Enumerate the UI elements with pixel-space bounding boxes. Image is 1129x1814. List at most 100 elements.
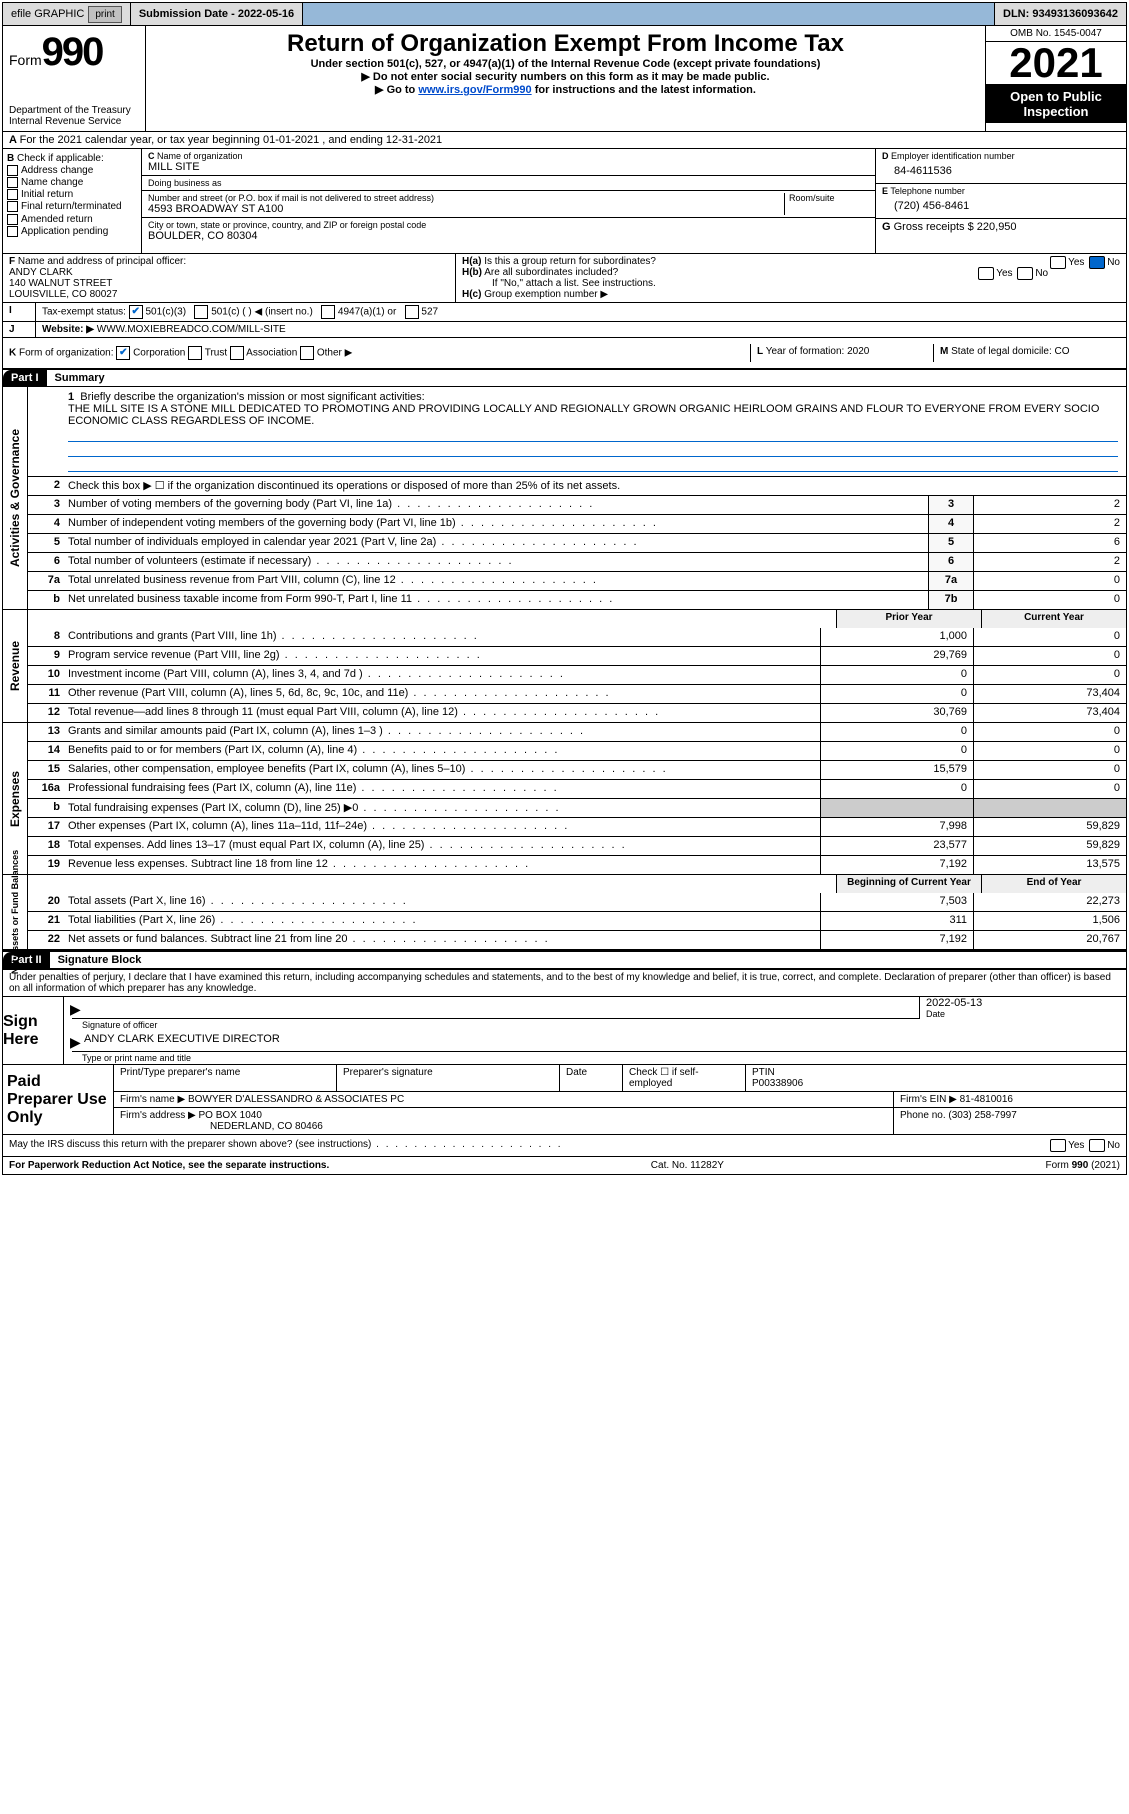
revenue-prior-12: 30,769	[820, 704, 973, 722]
officer-addr1: 140 WALNUT STREET	[9, 278, 449, 289]
phone-box: E Telephone number (720) 456-8461	[876, 184, 1126, 219]
yof-label: Year of formation:	[766, 346, 845, 357]
city-label: City or town, state or province, country…	[148, 220, 869, 230]
topbar-spacer	[303, 3, 995, 25]
netasset-num-20: 20	[28, 893, 64, 911]
netasset-prior-21: 311	[820, 912, 973, 930]
expense-desc-13: Grants and similar amounts paid (Part IX…	[64, 723, 820, 741]
chk-amended-return[interactable]: Amended return	[7, 214, 137, 225]
footer-mid: Cat. No. 11282Y	[651, 1160, 724, 1171]
expense-desc-19: Revenue less expenses. Subtract line 18 …	[64, 856, 820, 874]
submission-date: Submission Date - 2022-05-16	[131, 3, 303, 25]
prep-sig-hdr: Preparer's signature	[337, 1065, 560, 1091]
section-b-label: B Check if applicable:	[7, 153, 137, 164]
expense-row-19: 19Revenue less expenses. Subtract line 1…	[28, 855, 1126, 874]
hb-no[interactable]	[1017, 267, 1033, 280]
footer: For Paperwork Reduction Act Notice, see …	[3, 1156, 1126, 1174]
domicile-label: State of legal domicile:	[951, 346, 1052, 357]
netasset-num-22: 22	[28, 931, 64, 949]
footer-left: For Paperwork Reduction Act Notice, see …	[9, 1160, 329, 1171]
q7a-row: 7a Total unrelated business revenue from…	[28, 571, 1126, 590]
expense-num-18: 18	[28, 837, 64, 855]
ptin-label: PTIN	[752, 1067, 775, 1078]
dln-label: DLN: 93493136093642	[995, 8, 1126, 20]
print-button[interactable]: print	[88, 6, 121, 23]
q5-box: 5	[928, 534, 973, 552]
expense-num-15: 15	[28, 761, 64, 779]
netasset-curr-21: 1,506	[973, 912, 1126, 930]
preparer-label: Paid Preparer Use Only	[3, 1065, 113, 1134]
expense-prior-17: 7,998	[820, 818, 973, 836]
part1-hdr: Part I	[3, 370, 47, 386]
expense-curr-19: 13,575	[973, 856, 1126, 874]
expense-curr-14: 0	[973, 742, 1126, 760]
efile-section: efile GRAPHIC print	[3, 3, 131, 25]
gross-box: G Gross receipts $ 220,950	[876, 219, 1126, 253]
q6-val: 2	[973, 553, 1126, 571]
chk-4947[interactable]	[321, 305, 335, 319]
dept-label: Department of the Treasury Internal Reve…	[9, 105, 139, 127]
hc-row: H(c) Group exemption number ▶	[462, 289, 1120, 300]
chk-trust[interactable]	[188, 346, 202, 360]
expense-prior-b	[820, 799, 973, 817]
ha-no[interactable]	[1089, 256, 1105, 269]
q7b-desc: Net unrelated business taxable income fr…	[64, 591, 928, 609]
chk-name-change[interactable]: Name change	[7, 177, 137, 188]
q3-box: 3	[928, 496, 973, 514]
current-year-hdr: Current Year	[981, 610, 1126, 628]
prep-self-emp[interactable]: Check ☐ if self-employed	[623, 1065, 746, 1091]
revenue-row-11: 11Other revenue (Part VIII, column (A), …	[28, 684, 1126, 703]
expense-desc-16a: Professional fundraising fees (Part IX, …	[64, 780, 820, 798]
mission-line-3	[68, 457, 1118, 472]
org-name-cell: C Name of organization MILL SITE	[142, 149, 875, 176]
q1-label: 1 Briefly describe the organization's mi…	[68, 391, 1118, 403]
chk-other[interactable]	[300, 346, 314, 360]
q6-row: 6 Total number of volunteers (estimate i…	[28, 552, 1126, 571]
chk-527[interactable]	[405, 305, 419, 319]
form-number-block: Form990	[9, 30, 139, 75]
irs-link[interactable]: www.irs.gov/Form990	[418, 84, 531, 96]
expense-prior-18: 23,577	[820, 837, 973, 855]
preparer-block: Paid Preparer Use Only Print/Type prepar…	[3, 1064, 1126, 1134]
expense-prior-14: 0	[820, 742, 973, 760]
chk-assoc[interactable]	[230, 346, 244, 360]
revenue-desc-11: Other revenue (Part VIII, column (A), li…	[64, 685, 820, 703]
chk-501c3[interactable]: ✔	[129, 305, 143, 319]
netasset-num-21: 21	[28, 912, 64, 930]
dba-cell: Doing business as	[142, 176, 875, 191]
domicile-value: CO	[1055, 346, 1070, 357]
header-right: OMB No. 1545-0047 2021 Open to Public In…	[985, 26, 1126, 131]
header-mid: Return of Organization Exempt From Incom…	[146, 26, 985, 131]
revenue-num-8: 8	[28, 628, 64, 646]
revenue-prior-11: 0	[820, 685, 973, 703]
hb-yes[interactable]	[978, 267, 994, 280]
chk-501c[interactable]	[194, 305, 208, 319]
revenue-hdr-row: Prior Year Current Year	[28, 610, 1126, 628]
netasset-desc-21: Total liabilities (Part X, line 26)	[64, 912, 820, 930]
chk-corp[interactable]: ✔	[116, 346, 130, 360]
end-year-hdr: End of Year	[981, 875, 1126, 893]
chk-initial-return[interactable]: Initial return	[7, 189, 137, 200]
activities-content: 1 Briefly describe the organization's mi…	[28, 387, 1126, 609]
hb-row: H(b) Are all subordinates included? Yes …	[462, 267, 1120, 278]
revenue-curr-11: 73,404	[973, 685, 1126, 703]
irs-discuss-row: May the IRS discuss this return with the…	[3, 1134, 1126, 1156]
q4-val: 2	[973, 515, 1126, 533]
expense-prior-13: 0	[820, 723, 973, 741]
prep-date-hdr: Date	[560, 1065, 623, 1091]
form-990-page: efile GRAPHIC print Submission Date - 20…	[2, 2, 1127, 1175]
chk-address-change[interactable]: Address change	[7, 165, 137, 176]
q3-val: 2	[973, 496, 1126, 514]
top-bar: efile GRAPHIC print Submission Date - 20…	[3, 3, 1126, 26]
sig-line[interactable]: Signature of officer	[72, 997, 919, 1019]
discuss-yes[interactable]	[1050, 1139, 1066, 1152]
chk-application-pending[interactable]: Application pending	[7, 226, 137, 237]
website-row: J Website: ▶ WWW.MOXIEBREADCO.COM/MILL-S…	[3, 321, 1126, 337]
q4-box: 4	[928, 515, 973, 533]
discuss-no[interactable]	[1089, 1139, 1105, 1152]
ha-yes[interactable]	[1050, 256, 1066, 269]
chk-final-return[interactable]: Final return/terminated	[7, 201, 137, 212]
expense-curr-b	[973, 799, 1126, 817]
expense-curr-18: 59,829	[973, 837, 1126, 855]
section-b: B Check if applicable: Address change Na…	[3, 149, 142, 253]
